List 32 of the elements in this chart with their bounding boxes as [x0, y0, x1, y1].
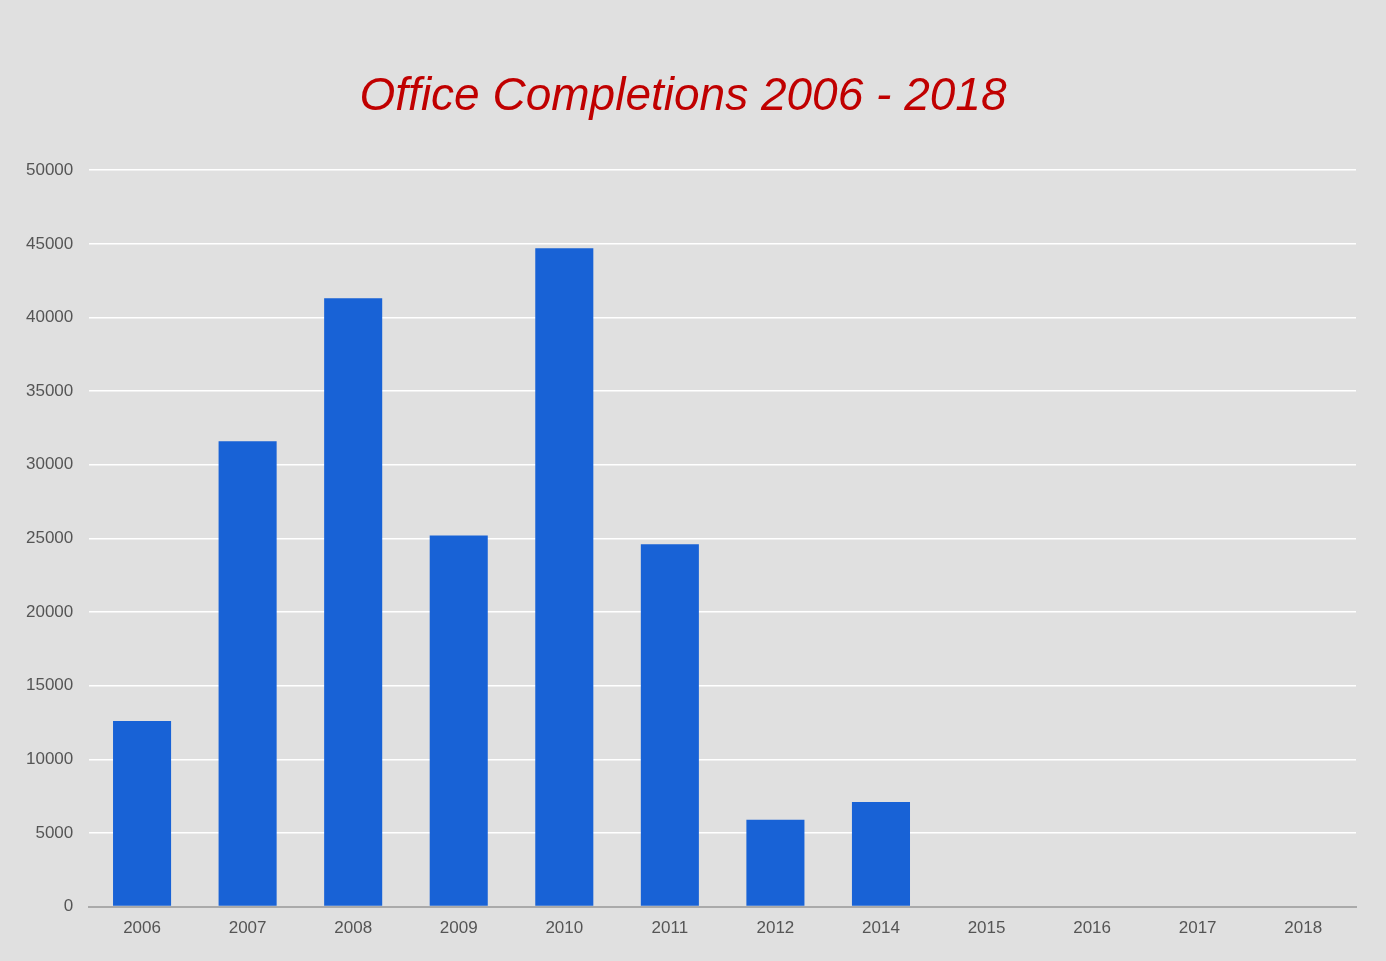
x-tick-label: 2010 — [545, 918, 584, 938]
y-tick-label: 50000 — [25, 159, 74, 179]
x-tick-label: 2007 — [228, 918, 267, 938]
x-tick-label: 2012 — [756, 918, 795, 938]
x-tick-label: 2006 — [123, 918, 161, 938]
x-tick-label: 2015 — [967, 918, 1006, 938]
bar — [324, 298, 383, 906]
y-tick-label: 0 — [63, 896, 74, 916]
y-tick-label: 40000 — [25, 307, 74, 327]
y-tick-label: 5000 — [35, 822, 74, 842]
x-tick-label: 2018 — [1284, 918, 1323, 938]
bar — [640, 544, 699, 906]
y-tick-label: 15000 — [25, 675, 74, 695]
x-tick-label: 2008 — [334, 918, 373, 938]
chart-title: Office Completions 2006 - 2018 — [359, 68, 1007, 121]
y-tick-label: 45000 — [25, 233, 74, 253]
bar — [535, 248, 594, 906]
y-tick-label: 30000 — [25, 454, 74, 474]
bar — [429, 535, 488, 906]
bar — [746, 819, 805, 906]
y-tick-label: 25000 — [25, 528, 74, 548]
bar — [218, 441, 277, 906]
x-tick-label: 2011 — [651, 918, 689, 938]
y-tick-label: 20000 — [25, 601, 74, 621]
y-tick-label: 35000 — [25, 380, 74, 400]
x-tick-label: 2016 — [1073, 918, 1112, 938]
bar — [851, 802, 911, 906]
y-tick-label: 10000 — [25, 749, 74, 769]
x-tick-label: 2014 — [862, 918, 900, 938]
bar — [113, 721, 172, 906]
x-tick-label: 2009 — [439, 918, 478, 938]
x-tick-label: 2017 — [1178, 918, 1217, 938]
